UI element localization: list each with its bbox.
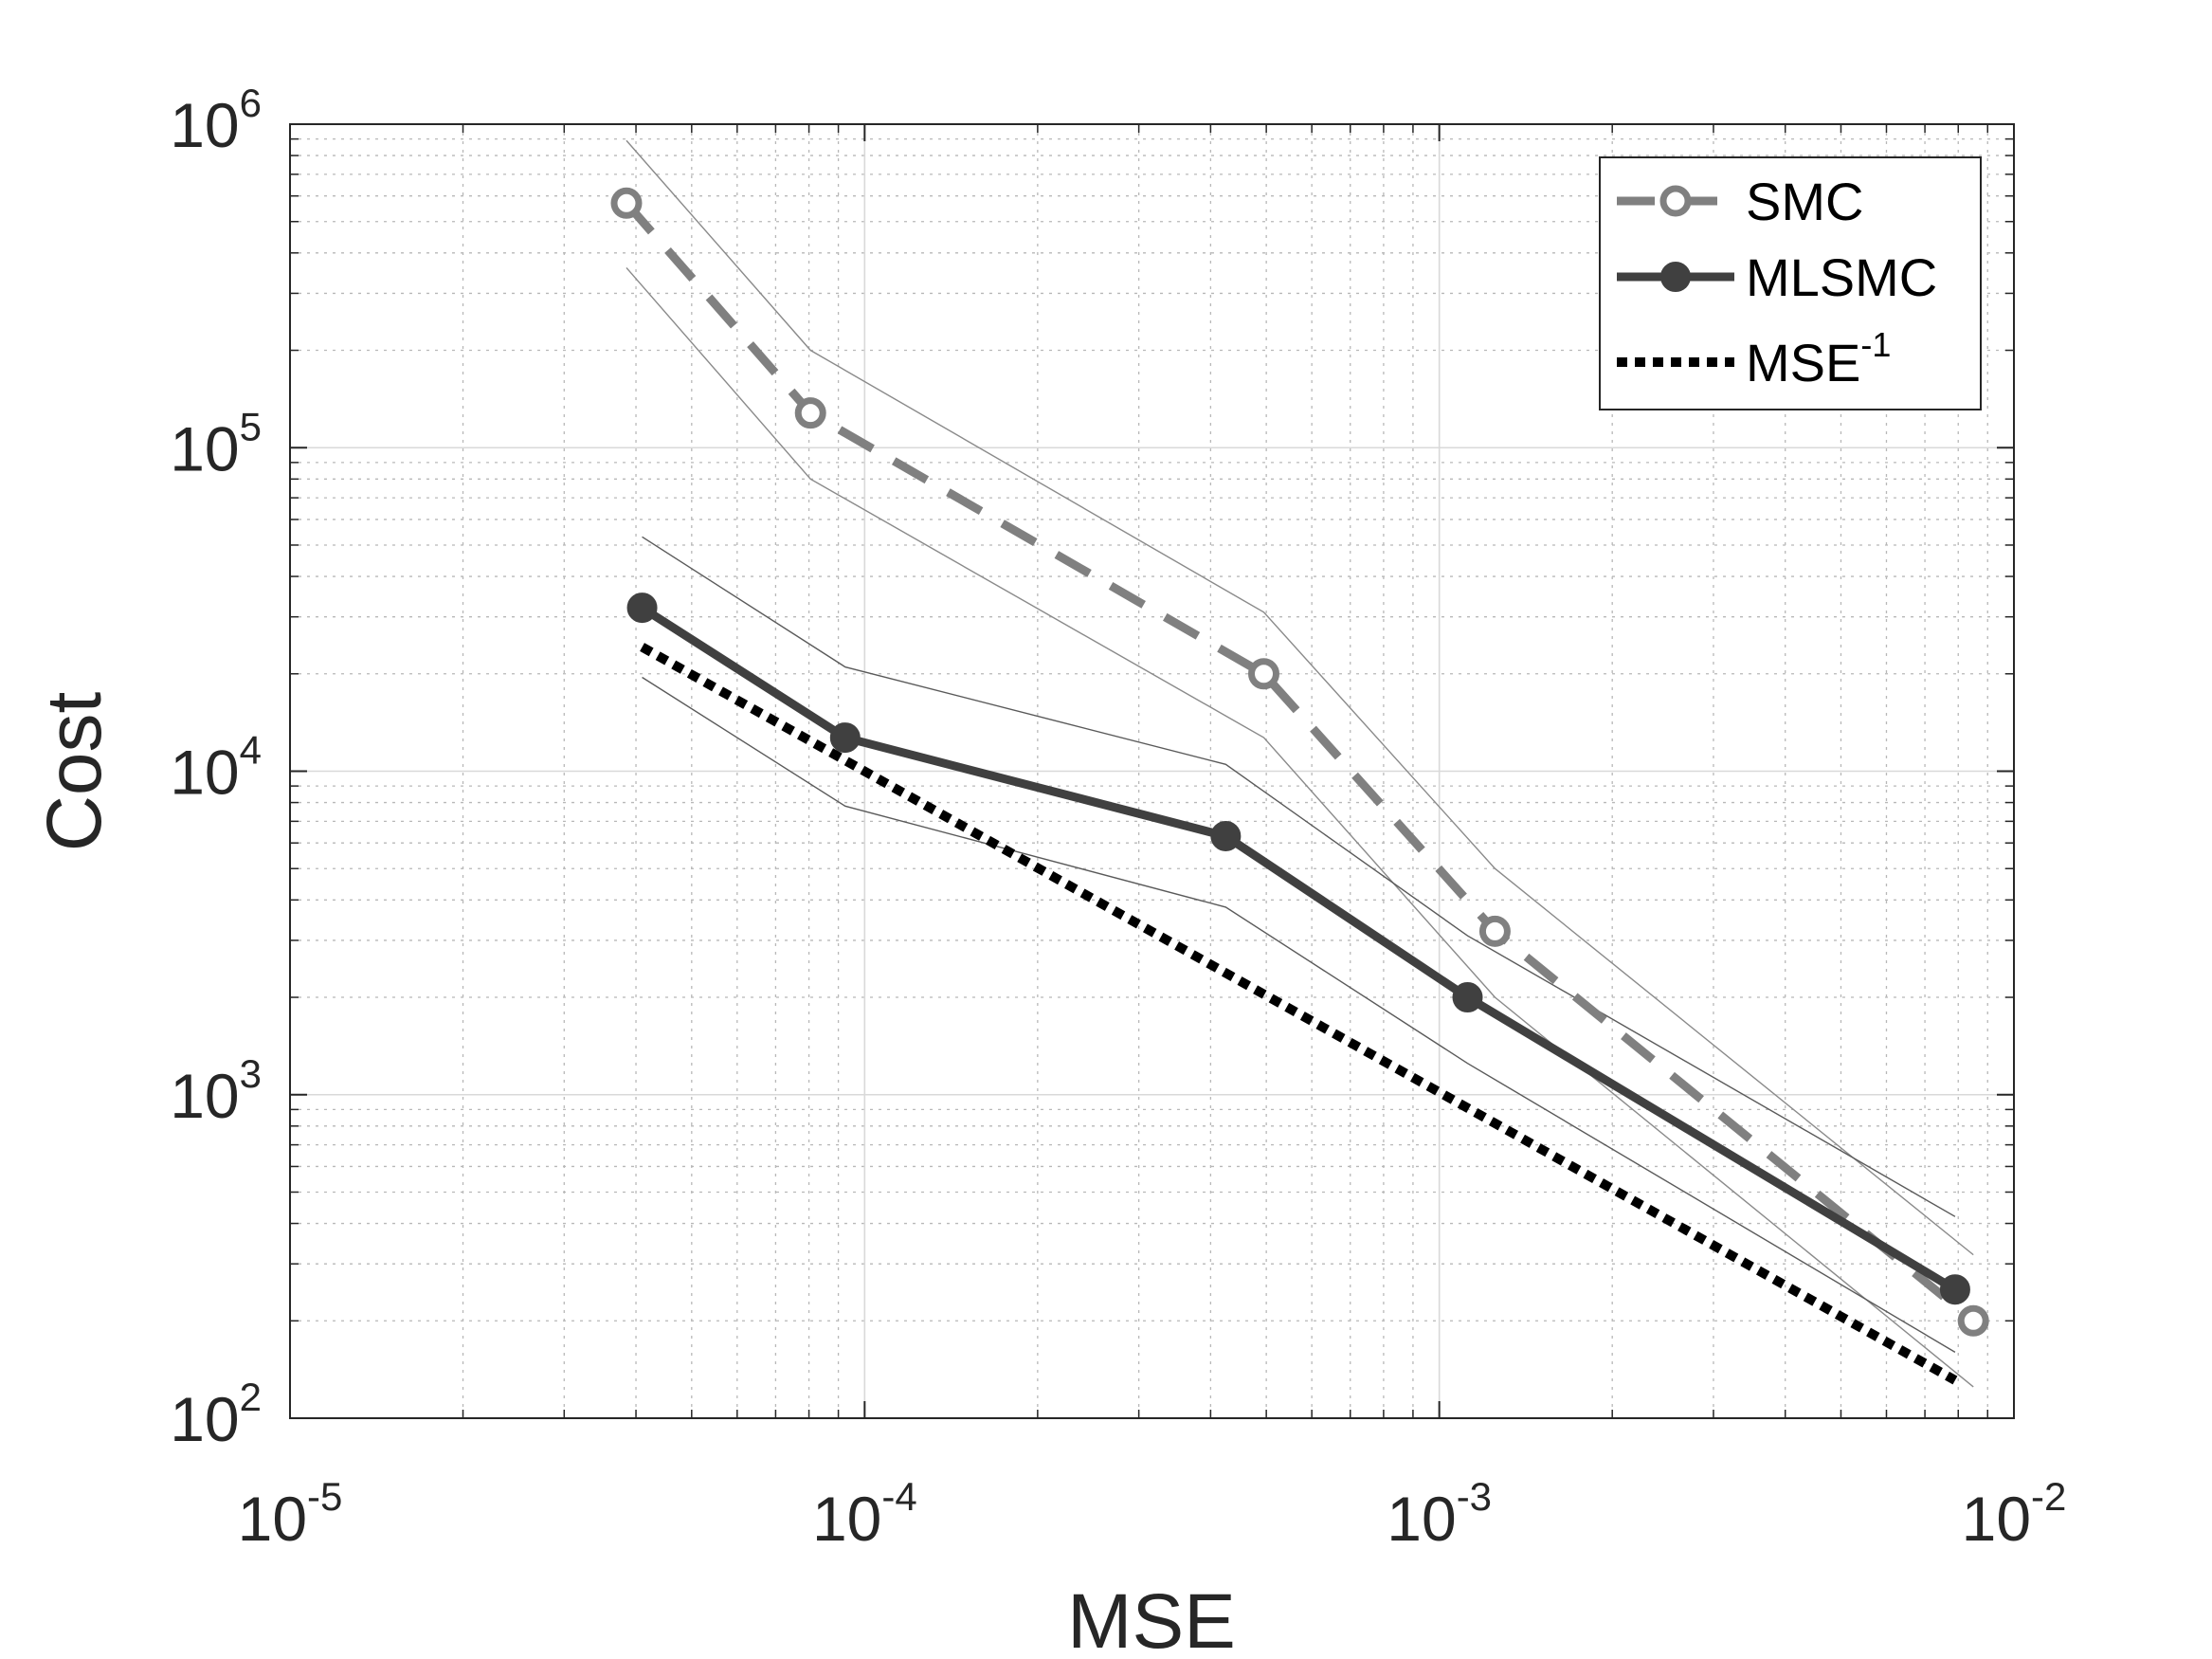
data-point-mlsmc: [1210, 820, 1242, 851]
band-line-smc-lower: [626, 266, 1974, 1388]
legend-label-text: MLSMC: [1746, 247, 1937, 307]
y-tick-label: 106: [170, 81, 262, 160]
data-point-mlsmc: [626, 592, 658, 624]
x-tick-label-base: 10: [238, 1484, 307, 1554]
y-tick-label-base: 10: [170, 90, 239, 160]
band-line-mlsmc-lower: [642, 676, 1956, 1353]
data-point-smc: [1478, 915, 1511, 947]
y-tick-label-exponent: 5: [240, 404, 262, 448]
band-line-mlsmc-upper: [642, 536, 1956, 1217]
data-point-smc: [1957, 1304, 1989, 1337]
y-tick-label-exponent: 3: [240, 1051, 262, 1096]
x-tick-label-base: 10: [1387, 1484, 1456, 1554]
data-point-mlsmc: [1939, 1274, 1970, 1305]
y-tick-label: 103: [170, 1051, 262, 1131]
x-tick-label: 10-4: [812, 1474, 917, 1554]
legend-marker-smc: [1659, 185, 1692, 217]
x-axis-title: MSE: [1067, 1578, 1236, 1659]
x-tick-label-exponent: -4: [881, 1474, 916, 1519]
legend-label-superscript: -1: [1860, 325, 1891, 364]
x-tick-label-exponent: -3: [1457, 1474, 1492, 1519]
y-tick-label-base: 10: [170, 738, 239, 808]
legend: SMC MLSMC MSE-1: [1599, 156, 1982, 410]
data-point-smc: [610, 187, 643, 219]
legend-label-mlsmc: MLSMC: [1746, 247, 1937, 307]
x-tick-label-base: 10: [1962, 1484, 2031, 1554]
y-tick-label-base: 10: [170, 413, 239, 483]
legend-label-text: SMC: [1746, 172, 1863, 231]
x-tick-label: 10-2: [1962, 1474, 2067, 1554]
uncertainty-bands: [626, 139, 1974, 1388]
x-tick-label-base: 10: [812, 1484, 881, 1554]
y-axis-title: Cost: [31, 691, 118, 851]
y-tick-label-base: 10: [170, 1384, 239, 1454]
x-tick-label-exponent: -2: [2031, 1474, 2066, 1519]
series-layer: [610, 187, 1989, 1385]
y-tick-label-exponent: 6: [240, 81, 262, 125]
data-point-mlsmc: [1452, 982, 1483, 1013]
legend-label-mse-inverse: MSE-1: [1746, 325, 1891, 392]
x-tick-label-exponent: -5: [307, 1474, 342, 1519]
band-line-smc-upper: [626, 139, 1974, 1256]
y-tick-label-exponent: 2: [240, 1375, 262, 1419]
y-tick-label-base: 10: [170, 1061, 239, 1131]
data-point-smc: [1247, 658, 1279, 690]
legend-marker-mlsmc: [1660, 262, 1691, 292]
x-tick-label: 10-5: [238, 1474, 343, 1554]
legend-label-text: MSE: [1746, 333, 1860, 392]
y-tick-label-exponent: 4: [240, 728, 262, 773]
data-point-smc: [794, 397, 826, 429]
y-tick-label: 105: [170, 404, 262, 483]
y-tick-label: 104: [170, 728, 262, 808]
legend-label-smc: SMC: [1746, 172, 1863, 231]
x-tick-label: 10-3: [1387, 1474, 1492, 1554]
data-point-mlsmc: [829, 722, 861, 754]
y-tick-label: 102: [170, 1375, 262, 1454]
tick-marks: [289, 123, 2015, 1419]
